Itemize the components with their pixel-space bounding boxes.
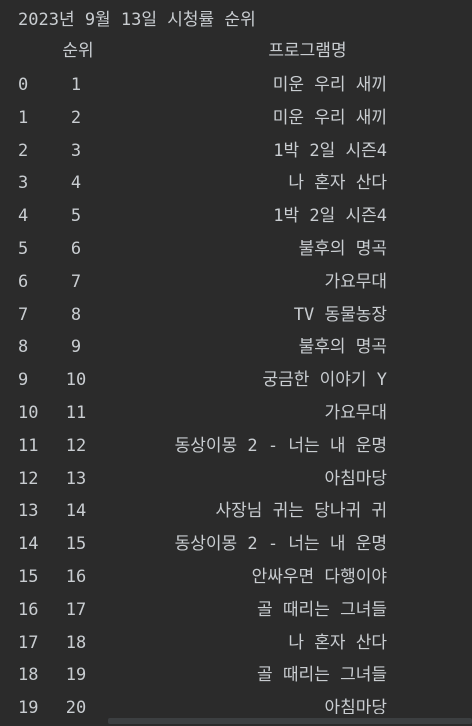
table-row: 5 6 불후의 명곡 — [0, 233, 472, 266]
table-row: 15 16 안싸우면 다행이야 — [0, 561, 472, 594]
program-cell: 1박 2일 시즌4 — [273, 206, 387, 227]
row-index: 19 — [18, 698, 39, 719]
table-row: 19 20 아침마당 — [0, 692, 472, 725]
table-row: 9 10 궁금한 이야기 Y — [0, 364, 472, 397]
rank-cell: 7 — [70, 271, 82, 292]
program-cell: 사장님 귀는 당나귀 귀 — [215, 501, 387, 522]
row-index: 7 — [18, 304, 29, 325]
row-index: 0 — [18, 75, 29, 95]
column-header-rank: 순위 — [62, 41, 94, 61]
row-index: 12 — [18, 468, 39, 489]
table-row: 2 3 1박 2일 시즌4 — [0, 135, 472, 168]
table-row: 8 9 불후의 명곡 — [0, 331, 472, 364]
rank-cell: 6 — [70, 239, 82, 259]
rank-cell: 8 — [70, 304, 82, 325]
rank-cell: 5 — [70, 206, 82, 227]
row-index: 4 — [18, 206, 29, 227]
table-row: 14 15 동상이몽 2 - 너는 내 운명 — [0, 528, 472, 561]
program-cell: 나 혼자 산다 — [288, 173, 387, 194]
rank-cell: 1 — [70, 75, 82, 95]
rank-cell: 14 — [65, 501, 87, 522]
table-row: 6 7 가요무대 — [0, 266, 472, 299]
row-index: 5 — [18, 239, 29, 259]
program-cell: 미운 우리 새끼 — [272, 107, 387, 128]
row-index: 18 — [18, 665, 39, 686]
row-index: 1 — [18, 107, 29, 128]
program-cell: 동상이몽 2 - 너는 내 운명 — [174, 435, 387, 456]
rank-cell: 20 — [65, 698, 87, 719]
table-row: 17 18 나 혼자 산다 — [0, 627, 472, 660]
program-cell: 가요무대 — [324, 271, 387, 292]
table-row: 4 5 1박 2일 시즌4 — [0, 200, 472, 233]
program-cell: 궁금한 이야기 Y — [262, 370, 387, 391]
scrollbar-thumb[interactable] — [108, 718, 472, 724]
row-index: 17 — [18, 632, 39, 653]
rank-cell: 10 — [65, 370, 87, 391]
row-index: 14 — [18, 534, 39, 555]
table-row: 12 13 아침마당 — [0, 463, 472, 496]
program-cell: 안싸우면 다행이야 — [251, 567, 387, 587]
row-index: 6 — [18, 271, 29, 292]
row-index: 9 — [18, 370, 29, 391]
table-header: 순위 프로그램명 — [0, 36, 472, 66]
table-row: 11 12 동상이몽 2 - 너는 내 운명 — [0, 430, 472, 463]
rank-cell: 3 — [70, 140, 82, 161]
column-header-program: 프로그램명 — [268, 41, 347, 61]
program-cell: 미운 우리 새끼 — [272, 75, 387, 95]
row-index: 11 — [18, 435, 39, 456]
program-cell: 아침마당 — [324, 468, 387, 489]
program-cell: 불후의 명곡 — [298, 239, 387, 259]
row-index: 10 — [18, 403, 39, 423]
rank-cell: 17 — [65, 599, 87, 620]
program-cell: 1박 2일 시즌4 — [273, 140, 387, 161]
rank-cell: 16 — [65, 567, 87, 587]
horizontal-scrollbar[interactable] — [0, 714, 472, 726]
table-row: 3 4 나 혼자 산다 — [0, 167, 472, 200]
table-row: 16 17 골 때리는 그녀들 — [0, 594, 472, 627]
table-row: 7 8 TV 동물농장 — [0, 299, 472, 332]
program-cell: 불후의 명곡 — [298, 337, 387, 358]
table-row: 10 11 가요무대 — [0, 397, 472, 430]
table-row: 13 14 사장님 귀는 당나귀 귀 — [0, 495, 472, 528]
program-cell: 나 혼자 산다 — [288, 632, 387, 653]
row-index: 3 — [18, 173, 29, 194]
row-index: 8 — [18, 337, 29, 358]
rank-cell: 15 — [65, 534, 87, 555]
program-cell: 아침마당 — [324, 698, 387, 719]
rank-cell: 18 — [65, 632, 87, 653]
row-index: 2 — [18, 140, 29, 161]
table-row: 0 1 미운 우리 새끼 — [0, 69, 472, 102]
rank-cell: 9 — [70, 337, 82, 358]
row-index: 16 — [18, 599, 39, 620]
rank-cell: 12 — [65, 435, 87, 456]
row-index: 15 — [18, 567, 39, 587]
rank-cell: 2 — [70, 107, 82, 128]
program-cell: 가요무대 — [324, 403, 387, 423]
program-cell: TV 동물농장 — [293, 304, 387, 325]
rank-cell: 11 — [65, 403, 87, 423]
table-row: 1 2 미운 우리 새끼 — [0, 102, 472, 135]
program-cell: 골 때리는 그녀들 — [257, 599, 387, 620]
table-row: 18 19 골 때리는 그녀들 — [0, 659, 472, 692]
row-index: 13 — [18, 501, 39, 522]
program-cell: 동상이몽 2 - 너는 내 운명 — [174, 534, 387, 555]
program-cell: 골 때리는 그녀들 — [257, 665, 387, 686]
rank-cell: 4 — [70, 173, 82, 194]
output-title: 2023년 9월 13일 시청률 순위 — [18, 10, 256, 30]
rank-cell: 19 — [65, 665, 87, 686]
rank-cell: 13 — [65, 468, 87, 489]
